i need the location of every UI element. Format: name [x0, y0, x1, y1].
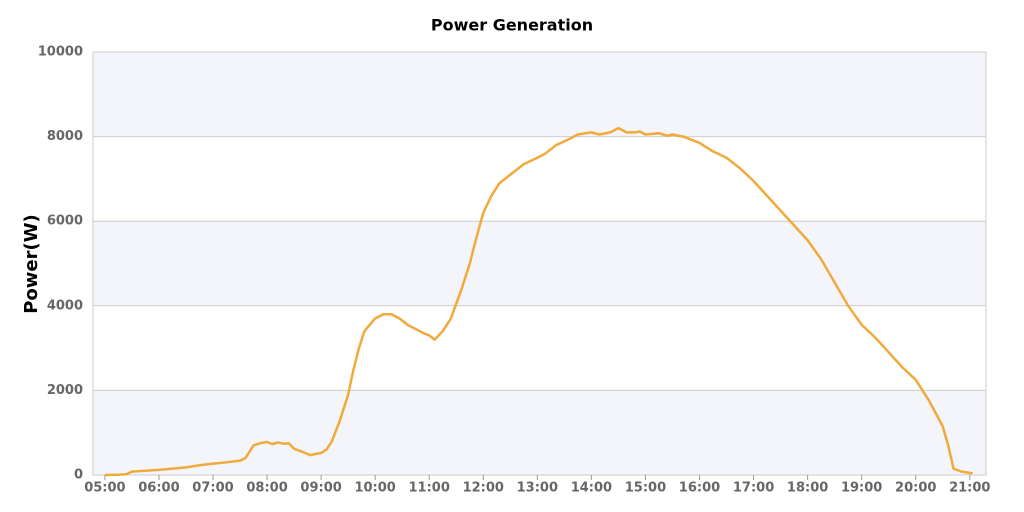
- y-tick-label: 8000: [47, 129, 83, 144]
- x-tick-label: 07:00: [192, 481, 233, 496]
- y-tick-label: 4000: [47, 298, 83, 313]
- x-tick-label: 18:00: [787, 481, 828, 496]
- plot-band: [93, 136, 986, 222]
- plot-band: [93, 52, 986, 137]
- x-tick-label: 17:00: [733, 481, 774, 496]
- x-tick-label: 10:00: [354, 481, 395, 496]
- x-tick-label: 11:00: [409, 481, 450, 496]
- x-tick-label: 21:00: [949, 481, 990, 496]
- plot-border: [92, 51, 987, 476]
- plot-band: [93, 305, 986, 391]
- x-tick-label: 20:00: [895, 481, 936, 496]
- x-tick-label: 08:00: [246, 481, 287, 496]
- x-tick-label: 16:00: [679, 481, 720, 496]
- x-tick-label: 15:00: [625, 481, 666, 496]
- x-tick-label: 06:00: [138, 481, 179, 496]
- y-axis-label: Power(W): [21, 214, 42, 314]
- chart-title: Power Generation: [431, 16, 593, 35]
- x-tick-label: 14:00: [571, 481, 612, 496]
- y-tick-label: 0: [74, 468, 83, 483]
- x-tick-label: 09:00: [300, 481, 341, 496]
- series-line: [104, 126, 973, 477]
- y-tick-label: 6000: [47, 214, 83, 229]
- y-tick-label: 10000: [38, 45, 83, 60]
- x-tick-label: 05:00: [84, 481, 125, 496]
- plot-band: [93, 221, 986, 306]
- y-tick-label: 2000: [47, 383, 83, 398]
- x-tick-label: 19:00: [841, 481, 882, 496]
- x-tick-label: 12:00: [463, 481, 504, 496]
- x-tick-label: 13:00: [517, 481, 558, 496]
